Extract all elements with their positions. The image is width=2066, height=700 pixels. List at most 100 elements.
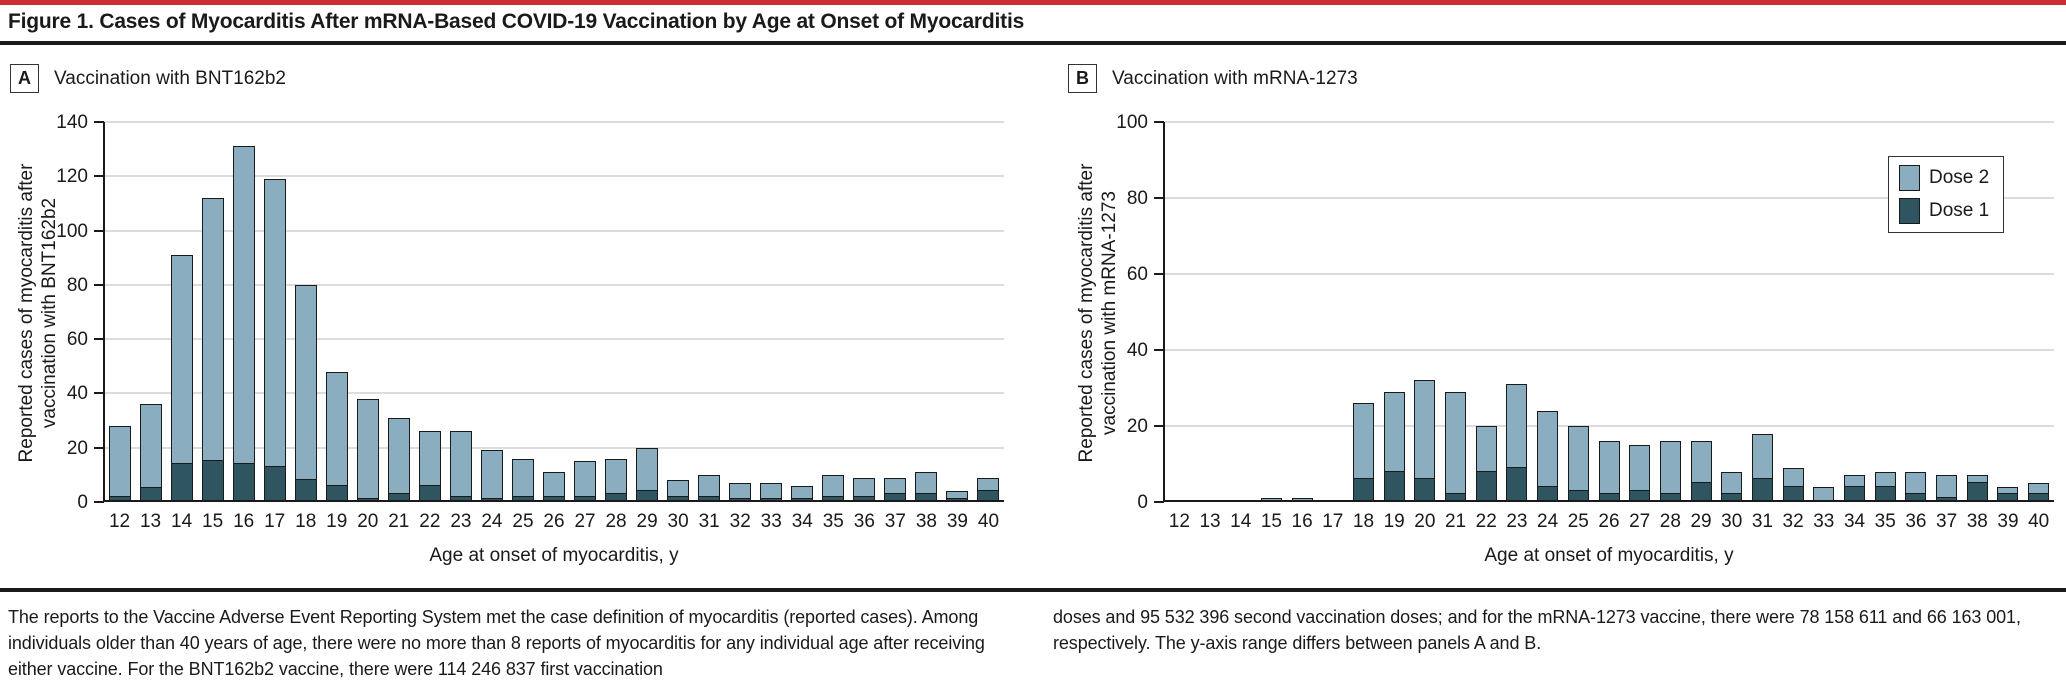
bar-age-21: [387, 417, 410, 502]
dose1-segment: [295, 479, 316, 501]
x-tick-label: 22: [1475, 511, 1497, 532]
dose1-segment: [1507, 466, 1527, 501]
x-tick-label: 35: [822, 511, 844, 532]
bar-age-17: [263, 179, 286, 502]
x-tick-label: 21: [1444, 511, 1467, 532]
dose1-segment: [1752, 478, 1772, 501]
x-tick-label: 18: [295, 511, 317, 532]
bar-age-38: [915, 472, 938, 502]
dose1-segment: [1415, 478, 1435, 501]
x-tick-label: 33: [760, 511, 782, 532]
y-tick-label: 120: [56, 166, 88, 188]
x-tick-label: 25: [512, 511, 534, 532]
y-axis-line: [103, 122, 105, 502]
x-tick-label: 24: [1537, 511, 1559, 532]
panel-b-plot: 0 20 40 60 80 100 12 13 14 15 16 17 18 19 20 21 22 23 24 25…: [1116, 112, 2054, 532]
x-tick-label: 27: [1629, 511, 1651, 532]
y-tick: [94, 338, 104, 341]
y-tick: [94, 446, 104, 449]
dose1-segment: [1476, 470, 1496, 501]
dose1-segment: [388, 492, 409, 501]
y-tick-label: 140: [56, 112, 88, 133]
x-tick-label: 24: [481, 511, 503, 532]
bar-age-37: [884, 477, 907, 502]
y-tick: [94, 392, 104, 395]
bar-age-34: [1844, 475, 1866, 502]
x-tick-label: 36: [1905, 511, 1927, 532]
x-tick-label: 13: [1199, 511, 1221, 532]
legend-entry-dose-1: Dose 1: [1899, 198, 1989, 224]
x-tick-label: 34: [791, 511, 813, 532]
x-tick-label: 18: [1352, 511, 1375, 532]
dose1-segment: [1998, 493, 2018, 501]
x-tick-label: 14: [171, 511, 193, 532]
x-tick-label: 21: [388, 511, 410, 532]
bar-age-18: [294, 284, 317, 502]
y-tick: [94, 283, 104, 286]
bar-age-29: [636, 447, 659, 502]
panel-a-yaxis-label-line1: Reported cases of myocarditis after: [16, 163, 37, 463]
dose1-segment: [450, 495, 471, 501]
dose1-segment: [1630, 489, 1650, 501]
y-tick-label: 80: [1126, 188, 1148, 209]
x-tick-label: 12: [1168, 511, 1190, 532]
gridline: [104, 283, 1004, 286]
bar-age-22: [418, 431, 441, 502]
dose1-segment: [1691, 482, 1711, 501]
dose1-segment: [823, 495, 844, 501]
bar-age-12: [108, 426, 131, 502]
panel-a-plot: 0 20 40 60 80 100 120 140 12 13 14 15 16 17 18 19 20 21 22…: [56, 112, 1004, 532]
y-tick: [94, 501, 104, 503]
bar-age-19: [1383, 391, 1405, 502]
x-tick-label: 28: [605, 511, 627, 532]
panel-b-yaxis-label-line1: Reported cases of myocarditis after: [1076, 163, 1097, 463]
x-tick-label: 31: [698, 511, 720, 532]
x-tick-label: 23: [1506, 511, 1528, 532]
bar-age-26: [1598, 441, 1620, 502]
dose1-segment: [1353, 478, 1373, 501]
bar-age-32: [1782, 467, 1804, 502]
x-tick-label: 37: [1936, 511, 1958, 532]
y-tick-label: 40: [66, 383, 88, 405]
panel-b-yaxis-label: Reported cases of myocarditis after vacc…: [1075, 123, 1121, 503]
bar-age-14: [170, 255, 193, 502]
x-tick-label: 37: [884, 511, 906, 532]
gridline: [104, 338, 1004, 341]
dose1-segment: [419, 484, 440, 501]
panel-b-yaxis-label-line2: vaccination with mRNA-1273: [1099, 191, 1120, 435]
bar-age-19: [325, 371, 348, 502]
dose1-segment: [1875, 485, 1895, 501]
gridline: [104, 175, 1004, 178]
dose1-segment: [1446, 493, 1466, 501]
bar-age-40: [977, 477, 1000, 502]
x-tick-label: 15: [1260, 511, 1282, 532]
x-tick-label: 34: [1843, 511, 1866, 532]
bar-age-15: [201, 198, 224, 502]
bar-age-25: [511, 458, 534, 502]
x-tick-label: 29: [636, 511, 658, 532]
bar-age-24: [1537, 410, 1559, 502]
dose1-segment: [544, 495, 564, 501]
caption-left-column: The reports to the Vaccine Adverse Event…: [8, 607, 985, 679]
bar-age-31: [698, 474, 721, 502]
bar-age-23: [1506, 384, 1528, 502]
dose1-segment: [1967, 482, 1987, 501]
bar-age-21: [1445, 391, 1467, 502]
legend-label-dose-2: Dose 2: [1929, 167, 1990, 188]
dose1-segment: [264, 465, 285, 501]
bar-age-16: [232, 146, 255, 502]
y-tick-label: 60: [66, 329, 88, 351]
x-tick-label: 13: [139, 511, 162, 532]
y-axis-line: [1163, 122, 1165, 502]
x-tick-label: 12: [108, 511, 131, 532]
gridline: [104, 229, 1004, 232]
x-tick-label: 40: [977, 511, 1000, 532]
gridline: [1164, 121, 2054, 123]
y-tick: [1154, 273, 1164, 275]
y-tick: [1154, 197, 1164, 199]
dose1-segment: [1783, 485, 1803, 501]
x-axis-line: [103, 499, 1004, 502]
bar-age-20: [1414, 380, 1436, 502]
bar-age-27: [1629, 445, 1651, 502]
y-tick-label: 100: [56, 220, 88, 242]
